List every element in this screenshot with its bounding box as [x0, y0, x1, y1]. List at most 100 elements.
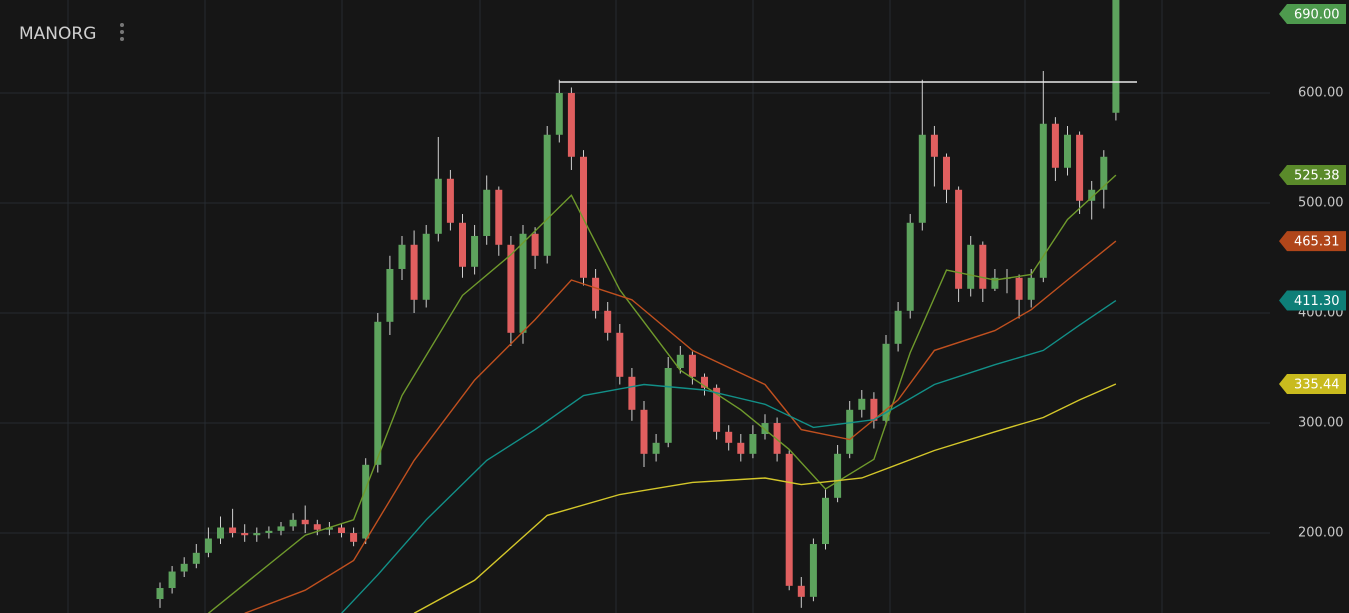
moving-average: [207, 174, 1117, 613]
vertical-grid: [67, 0, 1163, 613]
candle-body: [701, 376, 708, 388]
candle-body: [725, 431, 733, 443]
candle-body: [773, 423, 781, 454]
candle-body: [858, 398, 866, 410]
candle-body: [265, 530, 273, 534]
candle-body: [1015, 277, 1023, 300]
candle-body: [652, 442, 660, 454]
moving-average: [340, 300, 1117, 613]
candle-body: [519, 233, 527, 333]
candle-body: [325, 527, 333, 530]
candle-body: [168, 571, 176, 589]
candle-body: [422, 233, 430, 300]
badge-label: 411.30: [1294, 294, 1340, 309]
candle-body: [870, 398, 878, 421]
candle-body: [1064, 134, 1071, 168]
candle-body: [713, 387, 721, 432]
badge-shape: [1279, 290, 1346, 311]
menu-dot: [120, 23, 124, 27]
candle-body: [930, 134, 938, 157]
candle-body: [834, 453, 842, 498]
candle-body: [471, 235, 479, 267]
candle-body: [846, 409, 854, 454]
candle-body: [434, 178, 442, 234]
moving-average: [413, 383, 1117, 613]
candle-body: [967, 244, 975, 289]
menu-dot: [120, 37, 124, 41]
candle-body: [229, 527, 237, 534]
candle-body: [483, 189, 491, 236]
candle-body: [374, 321, 382, 465]
candle-body: [882, 343, 890, 421]
symbol-title: MANORG: [19, 24, 96, 44]
y-tick-label: 500.00: [1298, 195, 1344, 210]
candle-body: [749, 434, 757, 454]
candle-body: [350, 533, 358, 542]
moving-average: [244, 240, 1117, 613]
price-badge: 690.00: [1279, 4, 1346, 24]
candle-body: [1100, 156, 1108, 190]
candle-body: [580, 156, 587, 278]
badge-label: 690.00: [1294, 8, 1340, 23]
candle-body: [761, 423, 769, 435]
candle-body: [785, 453, 793, 586]
candle-body: [737, 442, 745, 454]
menu-button[interactable]: [114, 20, 130, 44]
y-tick-label: 300.00: [1298, 416, 1344, 431]
candle-body: [797, 585, 805, 597]
candle-body: [446, 178, 454, 223]
candle-body: [507, 244, 515, 333]
candle-body: [217, 527, 224, 539]
badge-shape: [1279, 374, 1346, 395]
candle-body: [943, 156, 950, 190]
candle-body: [979, 244, 987, 289]
candle-body: [1039, 123, 1047, 278]
candle-body: [1076, 134, 1084, 201]
price-badge: 411.30: [1279, 290, 1346, 311]
candle-body: [156, 588, 164, 600]
candle-body: [991, 277, 999, 289]
candle-body: [1051, 123, 1059, 168]
candle-body: [531, 233, 539, 256]
candle-body: [555, 92, 563, 135]
candle-body: [809, 544, 817, 597]
candle-body: [628, 376, 636, 410]
candle-body: [1112, 0, 1120, 113]
candle-body: [301, 519, 309, 525]
candle-body: [676, 354, 684, 368]
candle-body: [277, 526, 285, 531]
price-badge: 525.38: [1279, 165, 1346, 186]
candle-body: [459, 222, 466, 267]
candle-body: [180, 563, 188, 572]
candle-body: [362, 464, 370, 539]
candle-body: [592, 277, 600, 311]
candle-body: [688, 354, 696, 377]
candle-body: [604, 310, 612, 333]
menu-dot: [120, 30, 124, 34]
candle-body: [664, 367, 672, 443]
candle-body: [567, 92, 575, 157]
badge-shape: [1279, 4, 1346, 24]
candle-body: [1027, 277, 1035, 300]
candle-body: [640, 409, 648, 454]
candle-body: [204, 538, 212, 553]
candle-body: [495, 189, 503, 245]
candle-body: [386, 268, 394, 322]
candle-body: [241, 533, 249, 536]
candle-body: [398, 244, 406, 269]
candle-body: [918, 134, 926, 223]
candle-body: [955, 189, 963, 289]
price-badge: 335.44: [1279, 374, 1346, 395]
candle-body: [906, 222, 914, 311]
badge-label: 525.38: [1294, 169, 1340, 184]
candle-body: [822, 497, 829, 545]
candle-body: [253, 533, 261, 536]
badge-label: 465.31: [1294, 235, 1340, 250]
candle-body: [289, 519, 297, 527]
badge-label: 335.44: [1294, 378, 1340, 393]
y-tick-label: 600.00: [1298, 85, 1344, 100]
